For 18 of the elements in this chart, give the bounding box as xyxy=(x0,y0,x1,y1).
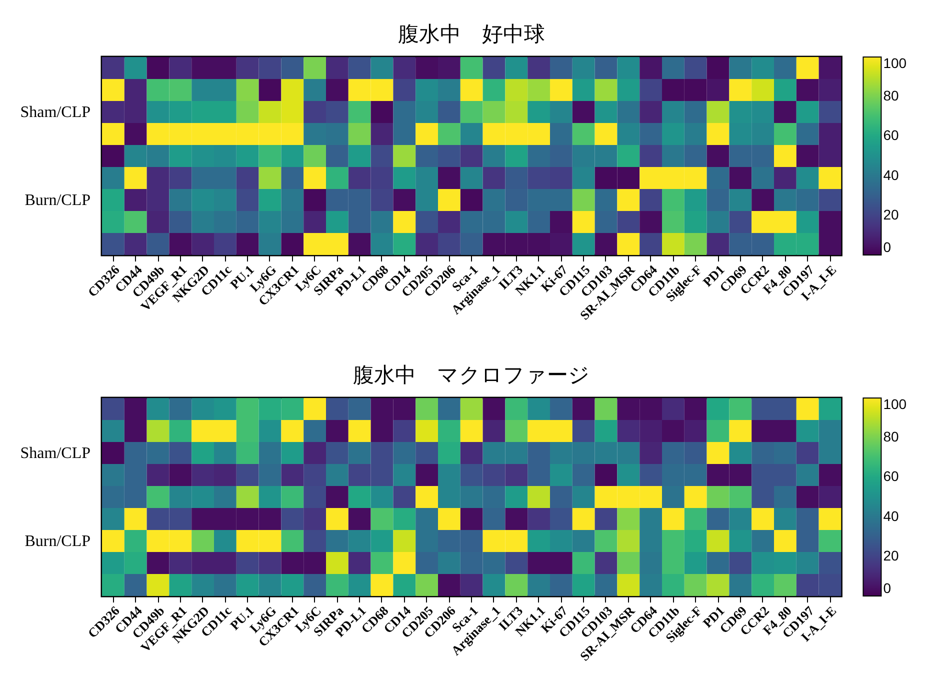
color-bar-label: 40 xyxy=(883,166,899,183)
y-tick-label: Burn/CLP xyxy=(24,192,91,209)
color-bar-label: 80 xyxy=(883,88,899,104)
color-bar-label: 0 xyxy=(883,239,892,255)
color-bar-label: 100 xyxy=(883,396,907,412)
y-tick-label: Sham/CLP xyxy=(20,104,91,121)
color-bar-label: 20 xyxy=(883,547,899,564)
color-bar-label: 60 xyxy=(883,468,899,484)
color-bar-label: 60 xyxy=(883,127,899,144)
color-bar-label: 0 xyxy=(883,580,892,596)
color-bar-label: 80 xyxy=(883,428,899,445)
chart-title: 腹水中 マクロファージ xyxy=(353,363,590,387)
y-tick-label: Sham/CLP xyxy=(20,445,91,462)
color-bar-label: 20 xyxy=(883,206,899,222)
chart-title: 腹水中 好中球 xyxy=(398,22,546,46)
color-bar-label: 40 xyxy=(883,508,899,524)
color-bar-label: 100 xyxy=(883,55,907,71)
y-tick-label: Burn/CLP xyxy=(24,533,91,550)
